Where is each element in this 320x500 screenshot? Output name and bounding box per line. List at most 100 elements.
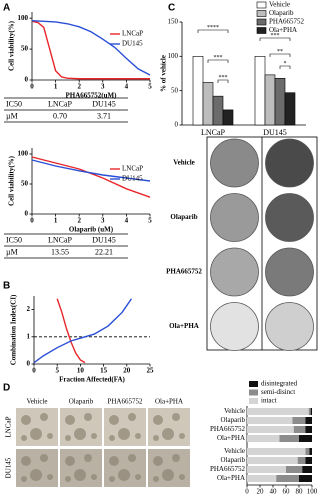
legend-label: DU145: [122, 40, 143, 48]
organoid: [153, 435, 159, 441]
bar-segment: [299, 435, 312, 442]
organoid: [65, 456, 75, 466]
column-label: Olaparib: [69, 398, 94, 406]
organoid: [84, 454, 92, 462]
bar-segment: [279, 435, 299, 442]
organoid: [162, 428, 174, 440]
y-tick-label: 2: [27, 305, 31, 313]
y-tick-label: PHA665752: [210, 465, 246, 473]
panel-label: A: [3, 3, 10, 14]
bar-segment: [247, 466, 286, 473]
y-tick-label: 0: [27, 360, 31, 368]
significance-bracket: [197, 29, 229, 33]
organoid: [109, 435, 115, 441]
bar-segment: [247, 457, 298, 464]
significance-label: ****: [207, 25, 219, 31]
legend-label: semi-disinct: [261, 388, 295, 396]
bar: [284, 92, 296, 126]
y-tick-label: Vehicle: [224, 407, 245, 415]
significance-bracket: [207, 59, 229, 63]
well-image: [265, 302, 314, 351]
significance-label: ***: [214, 55, 223, 61]
bar-segment: [247, 408, 309, 415]
x-tick-label: DU145: [263, 128, 287, 137]
legend-label: PHA665752: [269, 18, 305, 26]
row-label: DU145: [5, 457, 13, 478]
x-tick-label: 3: [101, 83, 105, 91]
organoid: [30, 428, 42, 440]
legend-label: Vehicle: [269, 1, 290, 9]
y-tick-label: 0: [25, 76, 29, 84]
y-tick-label: 100: [18, 14, 29, 22]
organoid: [179, 474, 185, 480]
bar-segment: [247, 448, 306, 455]
table-cell: DU145: [92, 99, 116, 108]
y-tick-label: 0: [175, 121, 179, 129]
legend-label: intact: [261, 397, 277, 405]
x-axis-label: Olaparib (uM): [69, 226, 114, 234]
y-axis-label: % of vehicle: [160, 55, 168, 92]
x-tick-label: 4: [125, 83, 129, 91]
bar: [212, 95, 224, 126]
y-axis-label: Cell viability(%): [8, 155, 16, 206]
y-tick-label: 1: [27, 332, 31, 340]
significance-bracket: [269, 53, 291, 57]
row-label: Vehicle: [173, 159, 195, 167]
organoid: [153, 476, 159, 482]
x-tick-label: 0: [245, 488, 249, 496]
bar-segment: [292, 417, 306, 424]
bar-segment: [247, 417, 293, 424]
x-axis-label: PHA665752(uM): [66, 92, 118, 100]
organoid: [21, 415, 31, 425]
well-image: [210, 138, 259, 188]
organoid: [21, 476, 27, 482]
table-cell: LNCaP: [48, 99, 73, 108]
x-tick-label: 2: [77, 83, 81, 91]
table-cell: µM: [6, 247, 18, 256]
organoid: [172, 454, 180, 462]
column-label: Ola+PHA: [155, 398, 183, 406]
organoid: [74, 469, 86, 481]
bar: [222, 109, 234, 126]
bar-segment: [286, 466, 303, 473]
row-label: Olaparib: [170, 213, 197, 221]
panel-label: D: [3, 383, 10, 394]
bar-segment: [299, 475, 312, 482]
y-tick-label: Olaparib: [221, 456, 246, 464]
significance-label: ***: [271, 33, 280, 39]
table-cell: 13.55: [51, 247, 69, 256]
organoid: [162, 469, 174, 481]
organoid: [47, 433, 53, 439]
bar: [274, 78, 286, 126]
x-tick-label: 25: [147, 367, 155, 375]
y-tick-label: Olaparib: [221, 416, 246, 424]
well-image: [265, 247, 314, 297]
series-line: [31, 19, 151, 76]
significance-label: ***: [219, 75, 228, 81]
table-cell: DU145: [92, 235, 116, 244]
x-tick-label: 0: [30, 83, 34, 91]
x-tick-label: 5: [55, 367, 59, 375]
table-cell: 0.70: [53, 111, 67, 120]
legend-swatch: [256, 27, 267, 34]
organoid: [91, 474, 97, 480]
x-tick-label: 60: [283, 488, 291, 496]
organoid: [65, 476, 71, 482]
table-cell: IC50: [6, 99, 22, 108]
legend-label: Ola+PHA: [269, 26, 297, 34]
well-image: [210, 247, 259, 297]
table-cell: 22.21: [95, 247, 113, 256]
organoid: [172, 413, 180, 421]
bar: [264, 74, 276, 126]
x-tick-label: 80: [296, 488, 304, 496]
organoid: [118, 469, 130, 481]
organoid: [179, 433, 185, 439]
y-tick-label: 50: [171, 86, 179, 94]
organoid: [21, 435, 27, 441]
well-image: [210, 193, 259, 242]
x-tick-label: LNCaP: [201, 128, 226, 137]
y-axis-label: Cell viability(%): [8, 20, 16, 71]
x-tick-label: 10: [77, 367, 85, 375]
x-tick-label: 40: [270, 488, 278, 496]
series-line: [31, 20, 150, 80]
